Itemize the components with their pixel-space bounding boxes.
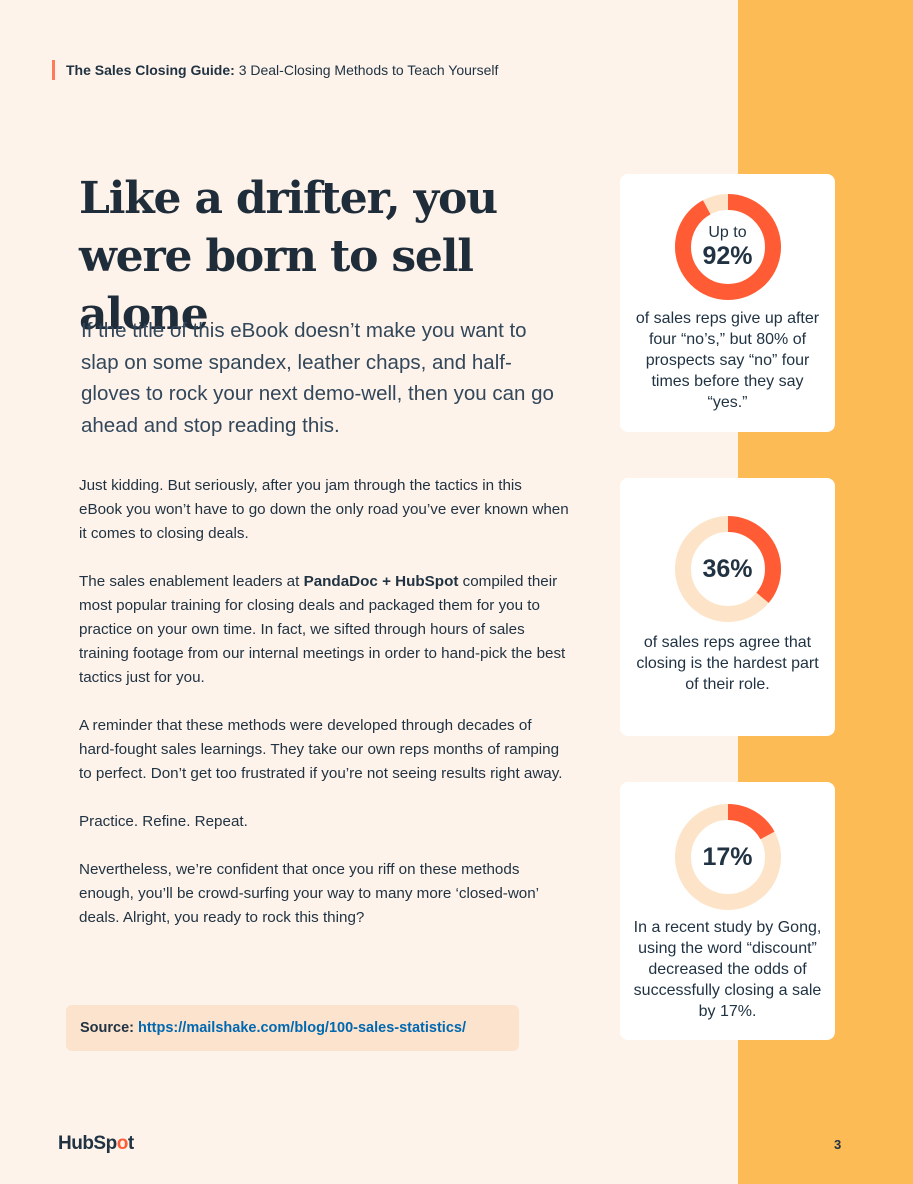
stat-value-1: 92% <box>702 242 753 270</box>
donut-fill-2 <box>674 516 781 622</box>
stat-desc-3: In a recent study by Gong, using the wor… <box>633 919 822 1020</box>
body-paragraph-3: A reminder that these methods were devel… <box>79 717 563 782</box>
source-box: Source: https://mailshake.com/blog/100-s… <box>66 1005 519 1051</box>
body-p2-bold: PandaDoc + HubSpot <box>303 573 459 590</box>
donut-fill-3 <box>674 804 781 910</box>
stat-card-1: Up to 92% of sales reps give up after fo… <box>620 174 835 432</box>
body-p2-prefix: The sales enablement leaders at <box>79 573 304 590</box>
stat-value-3: 17% <box>702 843 753 871</box>
body-copy: Just kidding. But seriously, after you j… <box>79 474 569 954</box>
donut-fill-1 <box>674 194 781 300</box>
guide-title-bold: The Sales Closing Guide: <box>66 62 235 78</box>
stat-card-3: 17% In a recent study by Gong, using the… <box>620 782 835 1040</box>
body-paragraph-4: Practice. Refine. Repeat. <box>79 813 248 830</box>
header-accent-bar <box>52 60 55 80</box>
lead-paragraph: If the title of this eBook doesn’t make … <box>81 319 554 437</box>
logo-text-1: HubSp <box>58 1133 117 1154</box>
page-number: 3 <box>834 1137 842 1152</box>
hubspot-logo: HubSpot <box>58 1133 134 1155</box>
donut-ring-3 <box>674 804 781 910</box>
source-link[interactable]: https://mailshake.com/blog/100-sales-sta… <box>138 1020 466 1036</box>
stat-prefix-1: Up to <box>708 224 747 241</box>
donut-ring-1 <box>674 194 781 300</box>
page-header: The Sales Closing Guide: 3 Deal-Closing … <box>52 60 498 80</box>
title-line-2: were born to sell alone <box>79 231 474 340</box>
body-paragraph-1: Just kidding. But seriously, after you j… <box>79 477 569 542</box>
body-paragraph-2: The sales enablement leaders at PandaDoc… <box>79 570 569 690</box>
body-paragraph-5: Nevertheless, we’re confident that once … <box>79 861 539 926</box>
guide-title: The Sales Closing Guide: 3 Deal-Closing … <box>66 62 498 78</box>
page-title: Like a drifter, you were born to sell al… <box>79 170 599 344</box>
sprocket-icon: o <box>116 1133 129 1154</box>
stat-value-2: 36% <box>702 555 753 583</box>
stat-desc-2: of sales reps agree that closing is the … <box>636 634 819 693</box>
body-p2-suffix: compiled their most popular training for… <box>79 573 566 686</box>
guide-subtitle: 3 Deal-Closing Methods to Teach Yourself <box>238 62 499 78</box>
stat-card-2: 36% of sales reps agree that closing is … <box>620 478 835 736</box>
source-label: Source: <box>80 1020 134 1036</box>
logo-text-2: t <box>127 1133 134 1154</box>
title-line-1: Like a drifter, you <box>79 173 498 224</box>
donut-ring-2 <box>674 516 781 622</box>
stat-desc-1: of sales reps give up after four “no’s,”… <box>635 310 820 411</box>
